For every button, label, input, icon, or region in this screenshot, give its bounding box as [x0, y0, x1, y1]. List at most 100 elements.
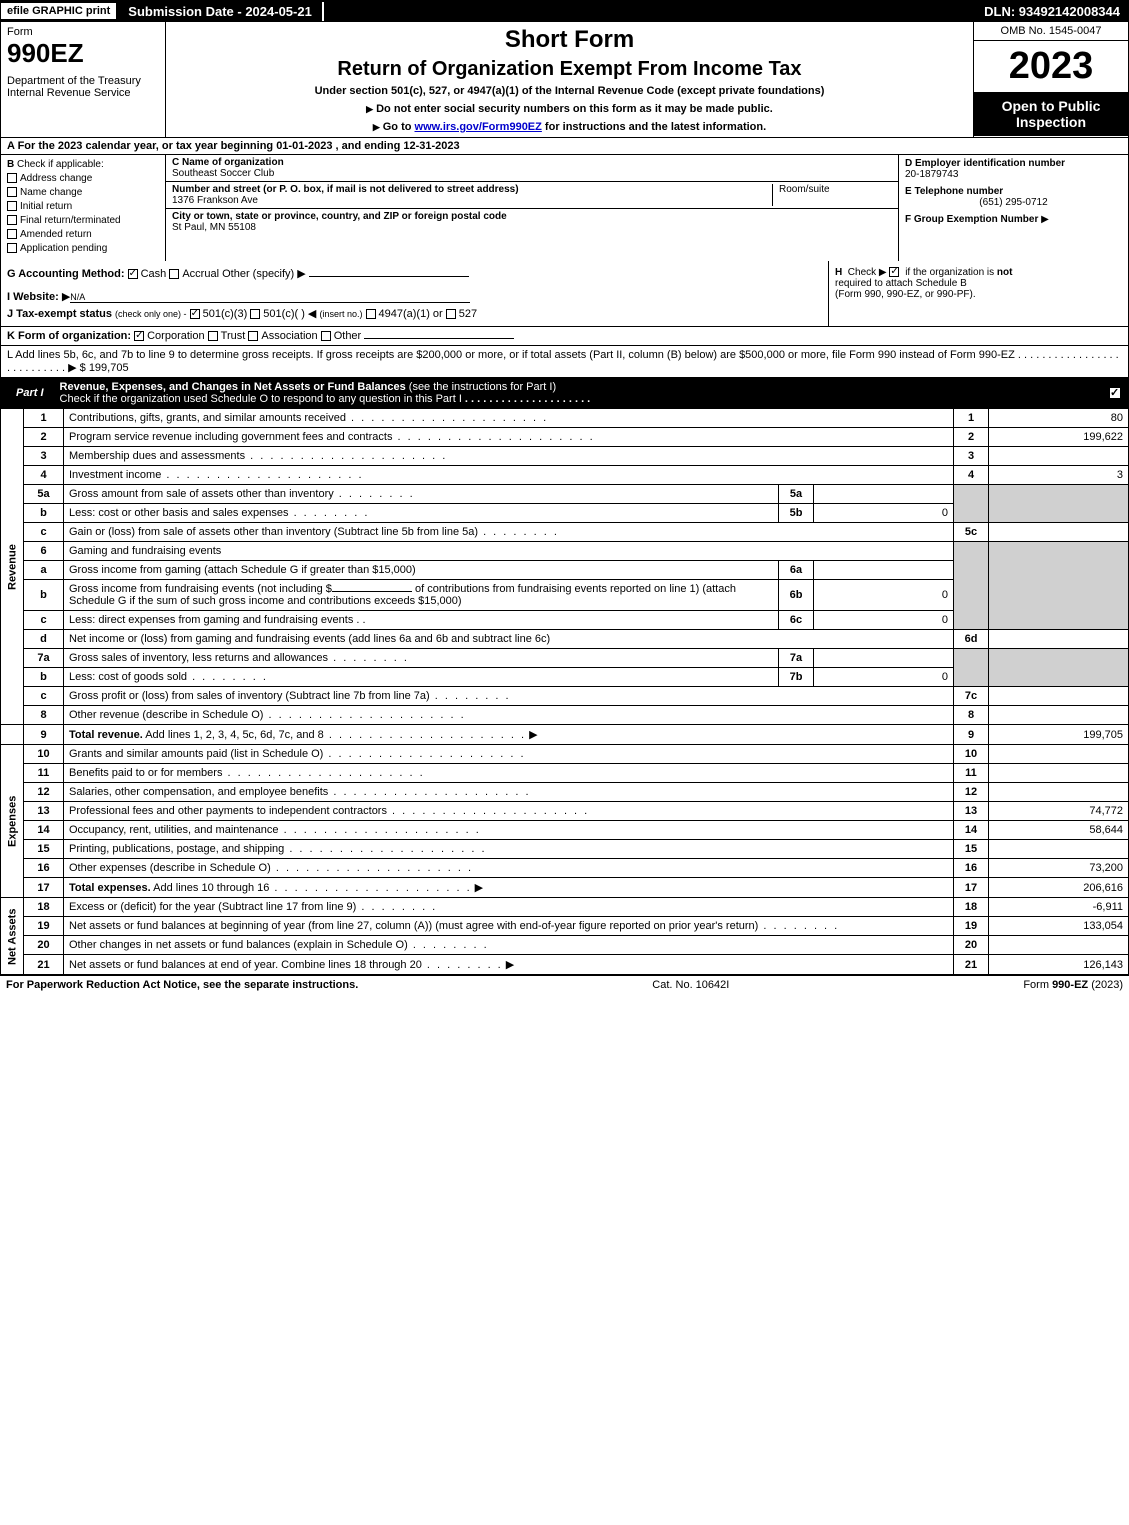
- val-3: [989, 447, 1129, 466]
- cb-final-return[interactable]: Final return/terminated: [7, 215, 159, 226]
- org-city: St Paul, MN 55108: [172, 222, 256, 233]
- short-form-title: Short Form: [174, 26, 965, 54]
- header-center: Short Form Return of Organization Exempt…: [166, 22, 973, 137]
- side-expenses: Expenses: [1, 745, 24, 898]
- irs-link[interactable]: www.irs.gov/Form990EZ: [415, 121, 542, 133]
- line-20: 20 Other changes in net assets or fund b…: [1, 936, 1129, 955]
- j-label: J Tax-exempt status: [7, 308, 112, 320]
- dept-treasury: Department of the Treasury: [7, 75, 159, 87]
- line-6: 6 Gaming and fundraising events: [1, 542, 1129, 561]
- d-tel: E Telephone number(651) 295-0712: [899, 183, 1128, 211]
- side-netassets: Net Assets: [1, 898, 24, 975]
- form-number: 990EZ: [7, 38, 159, 69]
- gh-right: H Check ▶ if the organization is not req…: [828, 261, 1128, 326]
- h-label: H: [835, 267, 842, 278]
- column-c: C Name of organizationSoutheast Soccer C…: [166, 155, 898, 261]
- c-city-row: City or town, state or province, country…: [166, 209, 898, 235]
- cb-527[interactable]: [446, 309, 456, 319]
- other-specify-input[interactable]: [309, 276, 469, 277]
- fundraising-amount-input[interactable]: [332, 591, 412, 592]
- val-17: 206,616: [989, 878, 1129, 898]
- line-12: 12 Salaries, other compensation, and emp…: [1, 783, 1129, 802]
- cb-association[interactable]: [248, 331, 258, 341]
- cb-schedule-b[interactable]: [889, 267, 899, 277]
- i-label: I Website:: [7, 291, 59, 303]
- info-grid: B Check if applicable: Address change Na…: [0, 155, 1129, 261]
- dept-irs: Internal Revenue Service: [7, 87, 159, 99]
- val-14: 58,644: [989, 821, 1129, 840]
- c-city-label: City or town, state or province, country…: [172, 211, 507, 222]
- org-name: Southeast Soccer Club: [172, 168, 274, 179]
- gh-left: G Accounting Method: Cash Accrual Other …: [1, 261, 828, 326]
- cb-schedule-o[interactable]: [1109, 387, 1121, 399]
- form-word: Form: [7, 26, 159, 38]
- cb-501c3[interactable]: [190, 309, 200, 319]
- return-title: Return of Organization Exempt From Incom…: [174, 58, 965, 81]
- part1-check-note: Check if the organization used Schedule …: [60, 393, 462, 405]
- top-bar: efile GRAPHIC print Submission Date - 20…: [0, 0, 1129, 22]
- tel-value: (651) 295-0712: [905, 197, 1122, 208]
- val-21: 126,143: [989, 955, 1129, 975]
- c-name-row: C Name of organizationSoutheast Soccer C…: [166, 155, 898, 182]
- line-6d: d Net income or (loss) from gaming and f…: [1, 630, 1129, 649]
- val-13: 74,772: [989, 802, 1129, 821]
- other-org-input[interactable]: [364, 338, 514, 339]
- tax-year: 2023: [974, 41, 1128, 92]
- tel-label: E Telephone number: [905, 186, 1003, 197]
- c-addr-row: Number and street (or P. O. box, if mail…: [166, 182, 898, 209]
- b-label: B: [7, 159, 14, 170]
- cb-other-org[interactable]: [321, 331, 331, 341]
- j-tax-exempt: J Tax-exempt status (check only one) - 5…: [7, 307, 822, 320]
- line-17: 17 Total expenses. Add lines 10 through …: [1, 878, 1129, 898]
- val-2: 199,622: [989, 428, 1129, 447]
- line-1: Revenue 1 Contributions, gifts, grants, …: [1, 409, 1129, 428]
- line-16: 16 Other expenses (describe in Schedule …: [1, 859, 1129, 878]
- room-label: Room/suite: [779, 184, 830, 195]
- ein-value: 20-1879743: [905, 169, 958, 180]
- cb-accrual[interactable]: [169, 269, 179, 279]
- val-1: 80: [989, 409, 1129, 428]
- section-a: A For the 2023 calendar year, or tax yea…: [0, 138, 1129, 155]
- footer: For Paperwork Reduction Act Notice, see …: [0, 975, 1129, 994]
- part1-header: Part I Revenue, Expenses, and Changes in…: [0, 378, 1129, 408]
- lines-table: Revenue 1 Contributions, gifts, grants, …: [0, 408, 1129, 975]
- efile-label[interactable]: efile GRAPHIC print: [1, 3, 118, 19]
- gh-row: G Accounting Method: Cash Accrual Other …: [0, 261, 1129, 327]
- line-13: 13 Professional fees and other payments …: [1, 802, 1129, 821]
- val-16: 73,200: [989, 859, 1129, 878]
- line-11: 11 Benefits paid to or for members 11: [1, 764, 1129, 783]
- cb-501c[interactable]: [250, 309, 260, 319]
- submission-date: Submission Date - 2024-05-21: [118, 2, 324, 21]
- line-14: 14 Occupancy, rent, utilities, and maint…: [1, 821, 1129, 840]
- line-5c: c Gain or (loss) from sale of assets oth…: [1, 523, 1129, 542]
- c-addr-label: Number and street (or P. O. box, if mail…: [172, 184, 519, 195]
- part1-num: Part I: [8, 385, 52, 401]
- cb-address-change[interactable]: Address change: [7, 173, 159, 184]
- line-15: 15 Printing, publications, postage, and …: [1, 840, 1129, 859]
- cb-corporation[interactable]: [134, 331, 144, 341]
- cb-cash[interactable]: [128, 269, 138, 279]
- part1-note: (see the instructions for Part I): [409, 381, 556, 393]
- header-left: Form 990EZ Department of the Treasury In…: [1, 22, 166, 137]
- cb-amended-return[interactable]: Amended return: [7, 229, 159, 240]
- side-revenue: Revenue: [1, 409, 24, 725]
- part1-title: Revenue, Expenses, and Changes in Net As…: [60, 381, 406, 393]
- cb-trust[interactable]: [208, 331, 218, 341]
- cb-application-pending[interactable]: Application pending: [7, 243, 159, 254]
- footer-left: For Paperwork Reduction Act Notice, see …: [6, 979, 358, 991]
- val-4: 3: [989, 466, 1129, 485]
- section-a-text: A For the 2023 calendar year, or tax yea…: [7, 140, 460, 152]
- cb-4947[interactable]: [366, 309, 376, 319]
- org-address: 1376 Frankson Ave: [172, 195, 258, 206]
- cb-initial-return[interactable]: Initial return: [7, 201, 159, 212]
- footer-right: Form 990-EZ (2023): [1023, 979, 1123, 991]
- val-18: -6,911: [989, 898, 1129, 917]
- l-gross-receipts: L Add lines 5b, 6c, and 7b to line 9 to …: [0, 346, 1129, 378]
- instr-link-pre: Go to: [383, 121, 415, 133]
- ein-label: D Employer identification number: [905, 158, 1065, 169]
- line-21: 21 Net assets or fund balances at end of…: [1, 955, 1129, 975]
- cb-name-change[interactable]: Name change: [7, 187, 159, 198]
- line-9: 9 Total revenue. Add lines 1, 2, 3, 4, 5…: [1, 725, 1129, 745]
- line-19: 19 Net assets or fund balances at beginn…: [1, 917, 1129, 936]
- l-text: L Add lines 5b, 6c, and 7b to line 9 to …: [7, 349, 1015, 361]
